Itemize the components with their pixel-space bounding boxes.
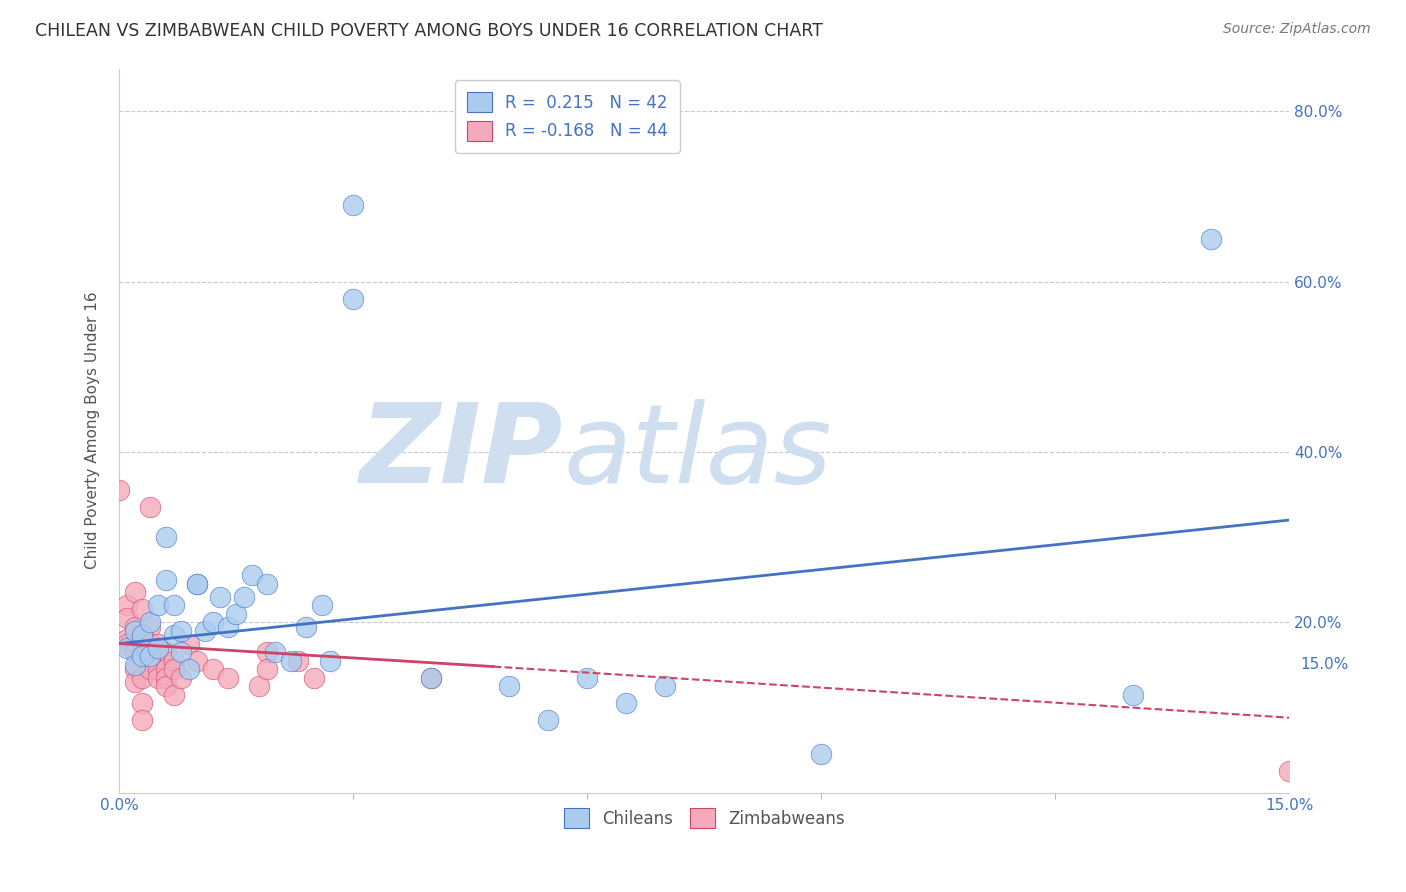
Point (249, 679, 271, 693)
Point (131, 713, 153, 727)
Point (287, 654, 309, 668)
Point (576, 671, 599, 685)
Point (342, 292, 364, 306)
Point (1201, 232, 1223, 246)
Point (139, 649, 162, 664)
Point (131, 671, 153, 685)
Point (146, 640, 169, 655)
Point (179, 662, 201, 676)
Point (115, 636, 138, 650)
Point (155, 645, 177, 659)
Point (131, 645, 153, 659)
Point (256, 645, 278, 659)
Point (170, 624, 193, 638)
Point (131, 628, 153, 642)
Point (124, 619, 146, 633)
Point (163, 599, 186, 613)
Point (139, 615, 162, 630)
Point (186, 577, 208, 591)
Point (217, 619, 239, 633)
Point (155, 679, 177, 693)
Point (420, 671, 443, 685)
Point (170, 671, 193, 685)
Point (139, 636, 162, 650)
Point (201, 662, 224, 676)
Point (209, 590, 232, 604)
Point (280, 654, 302, 668)
Point (614, 696, 637, 710)
Point (155, 530, 177, 544)
Point (124, 645, 146, 659)
Text: 15.0%: 15.0% (1301, 657, 1348, 673)
Legend: Chileans, Zimbabweans: Chileans, Zimbabweans (557, 801, 851, 835)
Point (155, 573, 177, 587)
Point (163, 628, 186, 642)
Point (131, 628, 153, 642)
Point (146, 654, 169, 668)
Point (217, 671, 239, 685)
Text: Source: ZipAtlas.com: Source: ZipAtlas.com (1223, 22, 1371, 37)
Point (498, 679, 520, 693)
Point (295, 619, 318, 633)
Point (1122, 688, 1144, 702)
Point (139, 500, 162, 515)
Point (124, 657, 146, 672)
Point (146, 671, 169, 685)
Point (163, 662, 186, 676)
Point (163, 654, 186, 668)
Point (318, 654, 340, 668)
Point (163, 688, 186, 702)
Point (537, 713, 560, 727)
Point (131, 602, 153, 616)
Point (810, 747, 832, 762)
Point (654, 679, 676, 693)
Point (131, 696, 153, 710)
Point (139, 654, 162, 668)
Point (124, 662, 146, 676)
Point (179, 636, 201, 650)
Point (201, 615, 224, 630)
Point (108, 483, 131, 498)
Point (420, 671, 443, 685)
Point (1278, 764, 1301, 779)
Point (115, 611, 138, 625)
Text: ZIP: ZIP (360, 399, 564, 506)
Point (139, 619, 162, 633)
Point (186, 577, 208, 591)
Y-axis label: Child Poverty Among Boys Under 16: Child Poverty Among Boys Under 16 (86, 292, 100, 569)
Point (194, 624, 217, 638)
Point (124, 585, 146, 599)
Point (256, 577, 278, 591)
Point (146, 636, 169, 650)
Point (124, 624, 146, 638)
Point (115, 632, 138, 647)
Point (302, 671, 325, 685)
Point (170, 645, 193, 659)
Text: atlas: atlas (564, 399, 832, 506)
Point (115, 640, 138, 655)
Point (256, 662, 278, 676)
Point (186, 654, 208, 668)
Point (131, 649, 153, 664)
Point (146, 662, 169, 676)
Point (115, 599, 138, 613)
Point (311, 599, 333, 613)
Point (225, 607, 247, 621)
Point (124, 674, 146, 689)
Point (146, 599, 169, 613)
Point (155, 662, 177, 676)
Text: CHILEAN VS ZIMBABWEAN CHILD POVERTY AMONG BOYS UNDER 16 CORRELATION CHART: CHILEAN VS ZIMBABWEAN CHILD POVERTY AMON… (35, 22, 823, 40)
Point (240, 568, 263, 582)
Point (155, 671, 177, 685)
Point (264, 645, 287, 659)
Point (342, 198, 364, 212)
Point (139, 662, 162, 676)
Point (232, 590, 254, 604)
